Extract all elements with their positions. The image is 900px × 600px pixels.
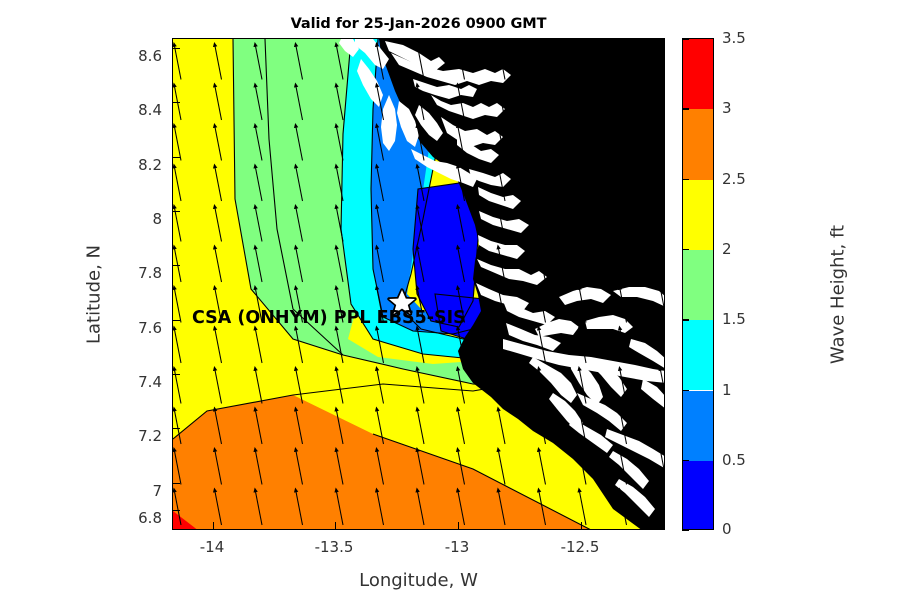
y-tick-label-8.4: 8.4 xyxy=(138,101,162,119)
colorbar[interactable] xyxy=(682,38,714,530)
x-tick-label--14: -14 xyxy=(199,538,225,556)
colorbar-band-0.5-1 xyxy=(683,390,713,461)
colorbar-band-1-1.5 xyxy=(683,320,713,391)
y-tick-mark xyxy=(173,265,180,267)
y-axis-title: Latitude, N xyxy=(83,245,105,344)
map-plot-area[interactable]: 2 xyxy=(172,38,665,530)
wind-vector-arrows xyxy=(173,41,664,526)
y-tick-label-7.8: 7.8 xyxy=(138,264,162,282)
y-tick-label-8.2: 8.2 xyxy=(138,156,162,174)
colorbar-label-3.5: 3.5 xyxy=(722,29,746,47)
colorbar-label-3: 3 xyxy=(722,99,732,118)
y-tick-mark xyxy=(173,510,180,512)
colorbar-label-2: 2 xyxy=(722,239,732,258)
colorbar-band-3-3.5 xyxy=(683,39,713,110)
map-canvas: 2 xyxy=(173,39,664,529)
colorbar-band-1.5-2 xyxy=(683,249,713,321)
x-tick-mark xyxy=(581,522,583,529)
y-tick-mark xyxy=(173,211,180,213)
y-tick-mark xyxy=(173,483,180,485)
colorbar-tick-mark xyxy=(682,529,689,531)
colorbar-tick-mark xyxy=(682,38,689,40)
colorbar-label-1: 1 xyxy=(722,380,732,399)
figure-title: Valid for 25-Jan-2026 0900 GMT xyxy=(290,16,547,32)
y-tick-mark xyxy=(173,320,180,322)
y-tick-mark xyxy=(173,157,180,159)
colorbar-tick-mark xyxy=(682,108,689,110)
colorbar-tick-mark xyxy=(682,319,689,321)
colorbar-tick-mark xyxy=(682,459,689,462)
y-tick-mark xyxy=(173,374,180,376)
colorbar-tick-mark xyxy=(682,248,689,251)
x-tick-label--12.5: -12.5 xyxy=(560,538,600,556)
colorbar-band-2-2.5 xyxy=(683,179,713,250)
wave-field-svg: 2 xyxy=(173,39,664,529)
x-axis-title: Longitude, W xyxy=(359,570,478,591)
y-tick-label-7.2: 7.2 xyxy=(138,427,162,445)
y-tick-mark xyxy=(173,428,180,430)
y-tick-label-7.4: 7.4 xyxy=(138,373,162,391)
colorbar-title: Wave Height, ft xyxy=(827,224,849,365)
star-marker[interactable] xyxy=(387,288,417,316)
site-annotation-label: CSA (ONHYM) PPL EBS5-SIS xyxy=(192,308,466,328)
y-tick-mark xyxy=(173,102,180,104)
x-tick-mark xyxy=(335,522,337,529)
y-tick-label-8.6: 8.6 xyxy=(138,47,162,65)
x-tick-mark xyxy=(213,522,215,529)
colorbar-tick-mark xyxy=(682,389,689,391)
colorbar-tick-mark xyxy=(682,178,689,181)
inland-waterways-group xyxy=(339,39,664,517)
y-tick-label-6.8: 6.8 xyxy=(138,509,162,527)
y-tick-mark xyxy=(173,48,180,50)
colorbar-band-0-0.5 xyxy=(683,460,713,529)
colorbar-label-0.5: 0.5 xyxy=(722,450,746,469)
colorbar-band-2.5-3 xyxy=(683,109,713,180)
y-tick-label-8: 8 xyxy=(152,210,162,228)
x-tick-label--13: -13 xyxy=(444,538,470,556)
colorbar-label-2.5: 2.5 xyxy=(722,169,746,188)
x-tick-mark xyxy=(458,522,460,529)
colorbar-label-1.5: 1.5 xyxy=(722,310,746,329)
y-tick-label-7.6: 7.6 xyxy=(138,319,162,337)
x-tick-label--13.5: -13.5 xyxy=(314,538,354,556)
y-tick-label-7: 7 xyxy=(152,482,162,500)
colorbar-label-0: 0 xyxy=(722,520,732,538)
